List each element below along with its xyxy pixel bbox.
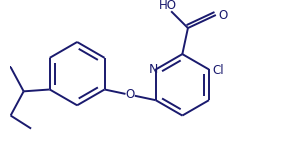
Text: Cl: Cl bbox=[212, 64, 224, 77]
Text: O: O bbox=[125, 88, 135, 101]
Text: O: O bbox=[219, 9, 228, 21]
Text: N: N bbox=[149, 63, 159, 76]
Text: HO: HO bbox=[159, 0, 176, 12]
